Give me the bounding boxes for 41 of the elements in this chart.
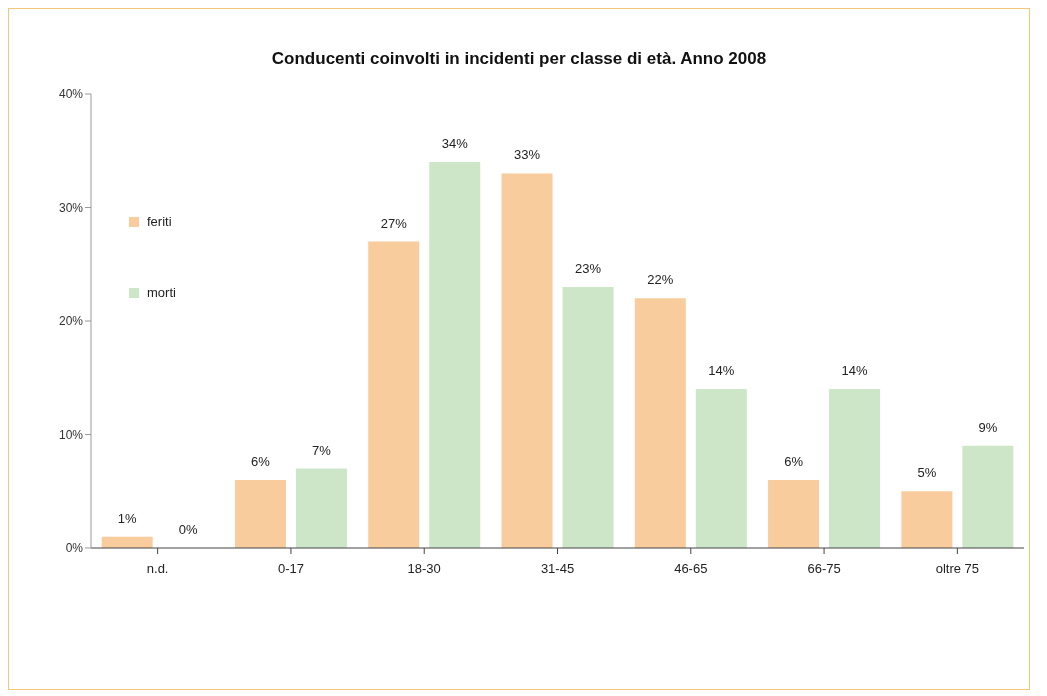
data-label: 27% bbox=[380, 215, 408, 231]
data-label: 9% bbox=[978, 419, 998, 435]
x-tick-label: 46-65 bbox=[674, 561, 708, 577]
y-tick-label: 40% bbox=[58, 87, 84, 102]
data-label: 0% bbox=[178, 521, 198, 537]
y-tick-label: 10% bbox=[58, 427, 84, 442]
data-label: 7% bbox=[312, 442, 332, 458]
data-label: 34% bbox=[441, 136, 469, 152]
data-label: 22% bbox=[647, 272, 674, 288]
x-tick-label: 31-45 bbox=[540, 561, 575, 577]
data-label: 14% bbox=[841, 363, 869, 379]
x-tick-label: 66-75 bbox=[807, 561, 841, 577]
x-tick-label: 0-17 bbox=[277, 561, 304, 577]
data-label: 6% bbox=[784, 453, 804, 469]
x-tick-label: n.d. bbox=[146, 561, 169, 577]
data-label: 5% bbox=[917, 465, 937, 481]
bar bbox=[695, 389, 747, 548]
y-tick-label: 30% bbox=[58, 200, 84, 215]
bar bbox=[829, 389, 881, 548]
bar bbox=[768, 479, 820, 548]
bar bbox=[234, 479, 286, 548]
bar bbox=[634, 298, 686, 548]
y-tick-label: 20% bbox=[58, 314, 84, 329]
data-label: 14% bbox=[708, 363, 735, 379]
bar bbox=[501, 173, 553, 548]
chart-title: Conducenti coinvolti in incidenti per classe di età. Anno 2008 bbox=[270, 49, 768, 69]
bar bbox=[295, 468, 347, 548]
bar bbox=[562, 286, 614, 548]
bar bbox=[429, 162, 481, 548]
data-label: 1% bbox=[117, 510, 137, 526]
bar bbox=[368, 241, 420, 548]
y-tick-label: 0% bbox=[65, 541, 84, 556]
bar bbox=[962, 445, 1014, 548]
data-label: 33% bbox=[514, 147, 541, 163]
x-tick-label: oltre 75 bbox=[935, 561, 980, 577]
bar bbox=[901, 491, 953, 548]
data-label: 23% bbox=[575, 260, 602, 276]
legend-label: morti bbox=[147, 285, 176, 300]
data-label: 6% bbox=[251, 453, 271, 469]
x-tick-label: 18-30 bbox=[407, 561, 441, 577]
legend-label: feriti bbox=[147, 214, 172, 229]
